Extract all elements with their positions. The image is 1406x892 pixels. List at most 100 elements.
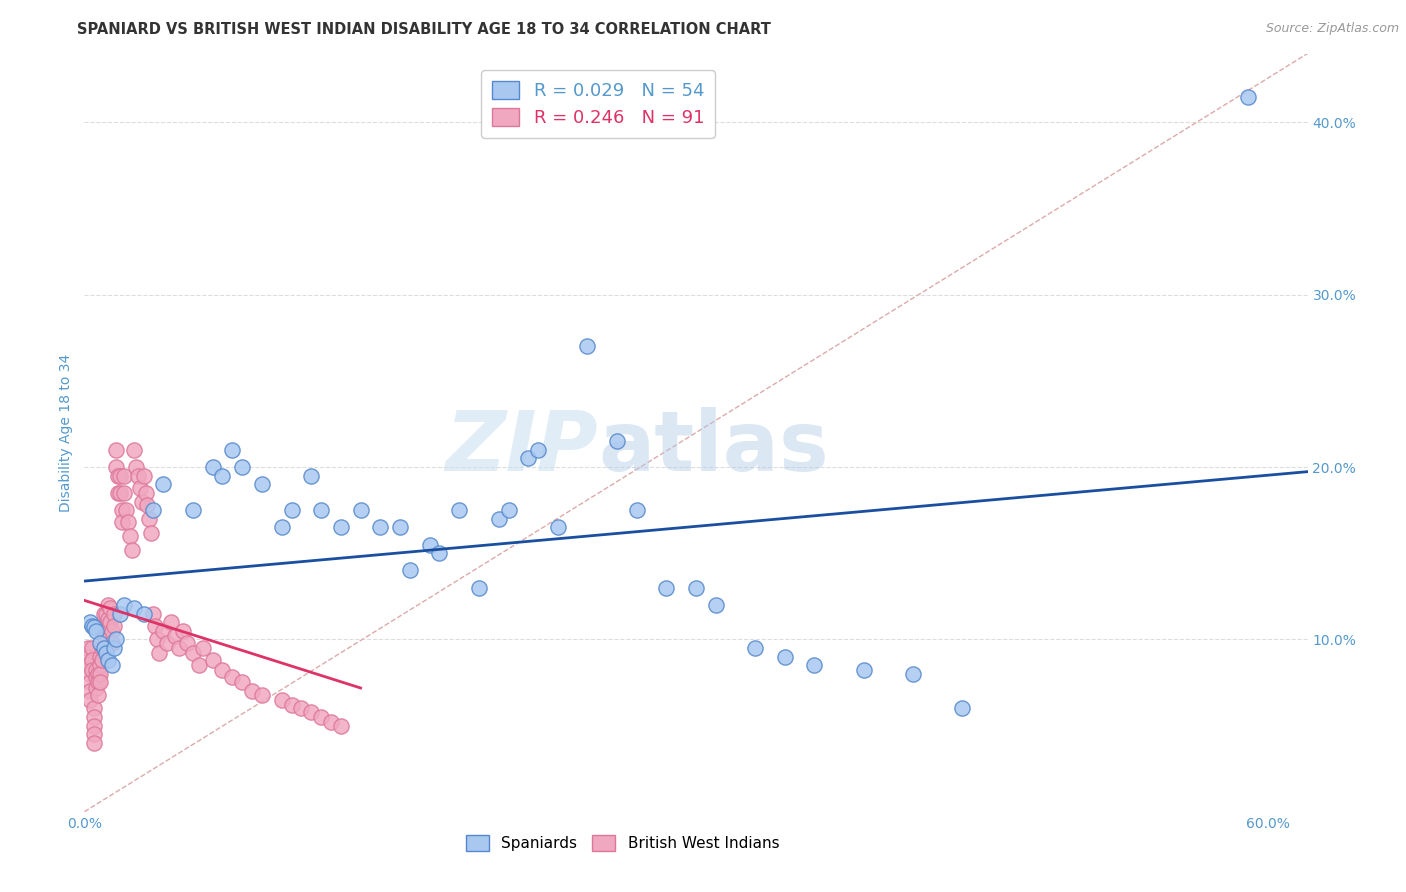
Point — [156, 636, 179, 650]
Point — [112, 468, 135, 483]
Text: ZIP: ZIP — [446, 408, 598, 488]
Point — [83, 620, 105, 634]
Point — [101, 636, 124, 650]
Point — [468, 581, 491, 595]
Point — [121, 542, 143, 557]
Point — [145, 618, 167, 632]
Point — [626, 503, 648, 517]
Point — [270, 692, 292, 706]
Point — [103, 640, 125, 655]
Point — [122, 601, 145, 615]
Point — [309, 710, 332, 724]
Point — [128, 481, 150, 495]
Point — [211, 468, 233, 483]
Point — [488, 512, 510, 526]
Point — [98, 615, 121, 630]
Point — [79, 692, 101, 706]
Point — [89, 658, 111, 673]
Point — [136, 498, 159, 512]
Point — [101, 658, 124, 673]
Point — [160, 615, 183, 630]
Point — [852, 664, 875, 678]
Point — [901, 666, 924, 681]
Point — [135, 486, 157, 500]
Point — [399, 564, 422, 578]
Point — [97, 612, 120, 626]
Point — [103, 618, 125, 632]
Point — [419, 538, 441, 552]
Text: SPANIARD VS BRITISH WEST INDIAN DISABILITY AGE 18 TO 34 CORRELATION CHART: SPANIARD VS BRITISH WEST INDIAN DISABILI… — [77, 22, 772, 37]
Point — [84, 670, 107, 684]
Point — [98, 601, 121, 615]
Point — [349, 503, 371, 517]
Point — [118, 529, 141, 543]
Point — [576, 339, 599, 353]
Point — [270, 520, 292, 534]
Point — [231, 460, 253, 475]
Point — [389, 520, 412, 534]
Point — [368, 520, 391, 534]
Point — [107, 486, 129, 500]
Point — [191, 640, 214, 655]
Point — [111, 503, 134, 517]
Point — [114, 503, 136, 517]
Point — [93, 629, 115, 643]
Point — [77, 658, 100, 673]
Point — [104, 632, 127, 647]
Point — [142, 503, 165, 517]
Point — [104, 460, 127, 475]
Point — [704, 598, 727, 612]
Point — [97, 598, 120, 612]
Point — [87, 675, 110, 690]
Point — [107, 468, 129, 483]
Point — [79, 666, 101, 681]
Point — [221, 442, 243, 457]
Point — [112, 486, 135, 500]
Point — [655, 581, 678, 595]
Point — [77, 649, 100, 664]
Point — [103, 607, 125, 621]
Point — [112, 598, 135, 612]
Point — [82, 640, 104, 655]
Point — [167, 640, 190, 655]
Point — [117, 515, 139, 529]
Point — [108, 607, 131, 621]
Point — [132, 607, 155, 621]
Point — [498, 503, 520, 517]
Point — [231, 675, 253, 690]
Point — [79, 615, 101, 630]
Y-axis label: Disability Age 18 to 34: Disability Age 18 to 34 — [59, 353, 73, 512]
Point — [280, 698, 302, 712]
Point — [127, 468, 149, 483]
Legend: Spaniards, British West Indians: Spaniards, British West Indians — [460, 829, 786, 857]
Point — [82, 653, 104, 667]
Point — [181, 503, 204, 517]
Point — [152, 624, 174, 638]
Point — [141, 525, 163, 540]
Point — [773, 649, 796, 664]
Point — [82, 664, 104, 678]
Point — [221, 670, 243, 684]
Point — [172, 624, 194, 638]
Point — [606, 434, 628, 449]
Point — [685, 581, 707, 595]
Point — [122, 442, 145, 457]
Point — [93, 618, 115, 632]
Point — [950, 701, 973, 715]
Point — [250, 688, 273, 702]
Point — [744, 640, 766, 655]
Point — [89, 636, 111, 650]
Point — [131, 494, 153, 508]
Point — [240, 684, 263, 698]
Point — [547, 520, 569, 534]
Point — [104, 442, 127, 457]
Point — [84, 664, 107, 678]
Point — [1237, 89, 1260, 103]
Point — [181, 646, 204, 660]
Point — [91, 640, 114, 655]
Point — [329, 718, 352, 732]
Point — [165, 629, 187, 643]
Point — [79, 684, 101, 698]
Point — [152, 477, 174, 491]
Point — [148, 646, 170, 660]
